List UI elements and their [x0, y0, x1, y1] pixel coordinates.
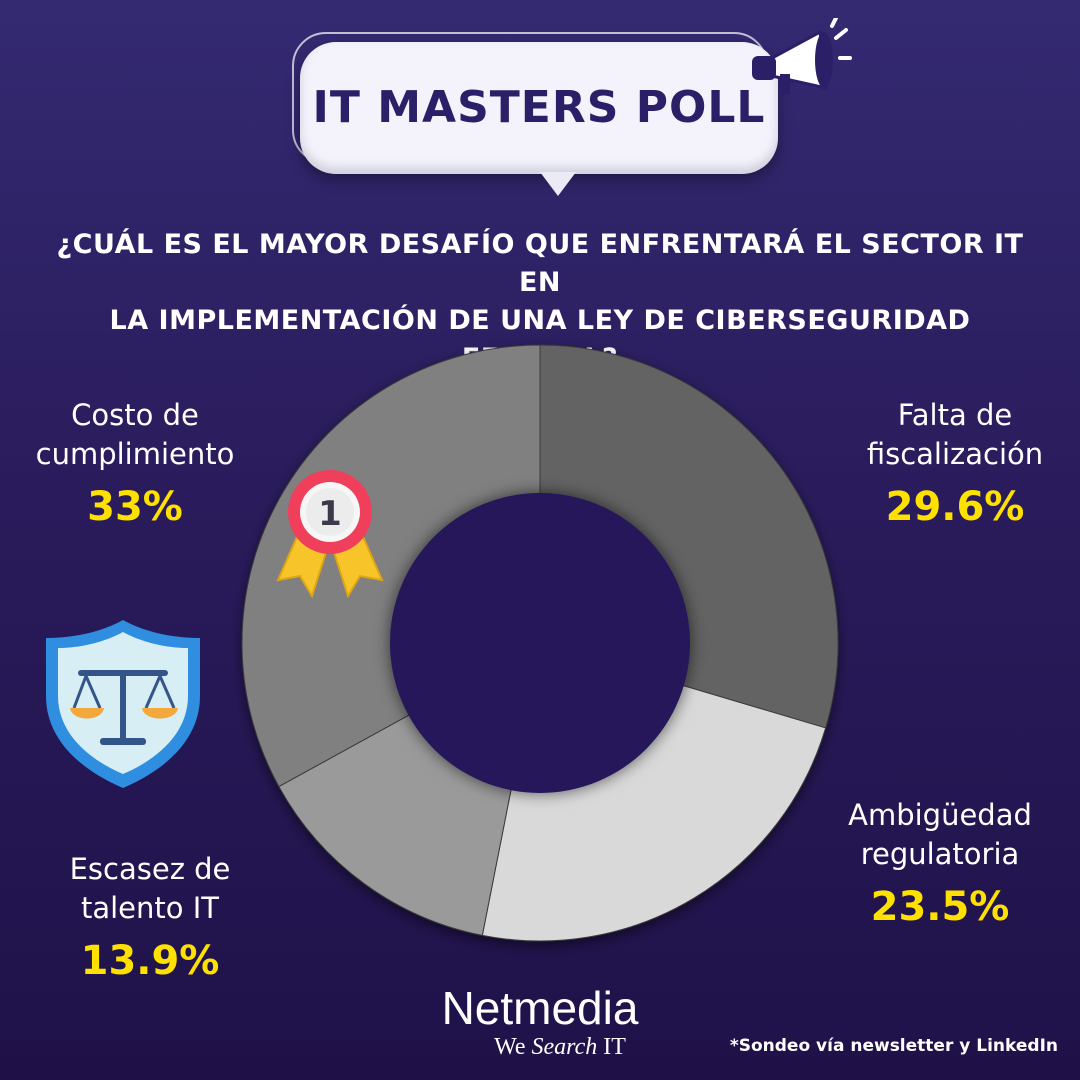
label-costo-line1: Costo de: [71, 398, 199, 432]
question-line-1: ¿CUÁL ES EL MAYOR DESAFÍO QUE ENFRENTARÁ…: [56, 229, 1024, 298]
netmedia-logo: Netmedia We Search IT: [400, 982, 680, 1060]
value-falta-fiscalizacion: 29.6%: [885, 484, 1025, 530]
label-falta-line2: fiscalización: [866, 437, 1044, 471]
label-escasez-line1: Escasez de: [69, 852, 231, 886]
donut-hole: [390, 493, 690, 793]
label-ambig-line2: regulatoria: [860, 837, 1020, 871]
logo-tagline-we: We: [494, 1034, 532, 1060]
label-escasez-line2: talento IT: [80, 891, 220, 925]
medal-icon: 1: [276, 470, 384, 599]
logo-tagline: We Search IT: [440, 1034, 680, 1060]
label-falta-line1: Falta de: [897, 398, 1013, 432]
value-escasez-talento: 13.9%: [80, 938, 220, 984]
value-ambiguedad-regulatoria: 23.5%: [870, 884, 1010, 930]
logo-tagline-search: Search: [531, 1034, 598, 1060]
label-falta-fiscalizacion: Falta de fiscalización 29.6%: [850, 396, 1060, 527]
logo-tagline-it: IT: [597, 1034, 626, 1060]
shield-scales-icon: [46, 620, 200, 788]
megaphone-icon: [752, 18, 852, 94]
label-costo-line2: cumplimiento: [35, 437, 235, 471]
survey-footnote: *Sondeo vía newsletter y LinkedIn: [729, 1036, 1058, 1056]
poll-banner: [300, 42, 778, 196]
medal-number: 1: [318, 494, 342, 534]
label-ambig-line1: Ambigüedad: [848, 798, 1032, 832]
label-costo-cumplimiento: Costo de cumplimiento 33%: [20, 396, 250, 527]
label-ambiguedad-regulatoria: Ambigüedad regulatoria 23.5%: [830, 796, 1050, 927]
banner-title: IT MASTERS POLL: [312, 82, 766, 133]
value-costo-cumplimiento: 33%: [87, 484, 183, 530]
label-escasez-talento: Escasez de talento IT 13.9%: [40, 850, 260, 981]
logo-name: Netmedia: [441, 982, 639, 1034]
